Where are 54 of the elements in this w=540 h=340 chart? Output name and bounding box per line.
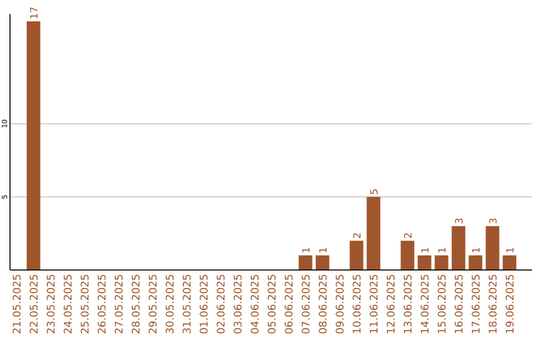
x-tick-label: 17.06.2025 bbox=[470, 274, 482, 334]
x-tick-label: 11.06.2025 bbox=[368, 274, 380, 334]
x-tick-label: 25.05.2025 bbox=[80, 274, 92, 334]
x-tick-label: 04.06.2025 bbox=[250, 274, 262, 334]
bar bbox=[418, 255, 432, 270]
bar bbox=[26, 21, 40, 270]
data-label: 2 bbox=[404, 232, 414, 239]
x-tick-label: 28.05.2025 bbox=[130, 274, 142, 334]
bar bbox=[502, 255, 516, 270]
data-label: 1 bbox=[302, 246, 312, 254]
bar bbox=[452, 226, 466, 270]
bar bbox=[366, 196, 380, 270]
data-label: 1 bbox=[420, 246, 432, 254]
x-tick-label: 29.05.2025 bbox=[148, 274, 160, 334]
bar bbox=[350, 240, 364, 270]
data-label: 5 bbox=[370, 188, 380, 195]
data-label: 3 bbox=[488, 218, 500, 224]
bar bbox=[298, 255, 312, 270]
x-tick-label: 15.06.2025 bbox=[436, 274, 448, 334]
data-label: 2 bbox=[352, 232, 364, 239]
x-tick-label: 16.06.2025 bbox=[454, 274, 466, 334]
x-tick-label: 10.06.2025 bbox=[352, 274, 364, 334]
x-tick-label: 03.06.2025 bbox=[232, 274, 244, 334]
bar bbox=[486, 226, 500, 270]
bar bbox=[434, 255, 448, 270]
x-tick-label: 30.05.2025 bbox=[164, 274, 176, 334]
data-label: 1 bbox=[472, 246, 482, 254]
x-tick-label: 09.06.2025 bbox=[334, 274, 346, 334]
x-tick-label: 21.05.2025 bbox=[12, 274, 24, 334]
x-tick-label: 02.06.2025 bbox=[216, 274, 228, 334]
x-tick-label: 14.06.2025 bbox=[420, 274, 432, 334]
bar bbox=[400, 240, 414, 270]
data-label: 3 bbox=[454, 218, 466, 224]
x-tick-label: 26.05.2025 bbox=[96, 274, 108, 334]
x-tick-label: 06.06.2025 bbox=[284, 274, 296, 334]
x-tick-label: 07.06.2025 bbox=[300, 274, 312, 334]
data-label: 1 bbox=[506, 246, 516, 254]
x-tick-label: 05.06.2025 bbox=[266, 274, 278, 334]
x-tick-label: 31.05.2025 bbox=[182, 274, 194, 334]
bar bbox=[468, 255, 482, 270]
x-tick-label: 18.06.2025 bbox=[488, 274, 500, 334]
bar bbox=[316, 255, 330, 270]
x-tick-label: 27.05.2025 bbox=[114, 274, 126, 334]
x-tick-label: 01.06.2025 bbox=[198, 274, 210, 334]
x-tick-label: 24.05.2025 bbox=[62, 274, 74, 334]
x-tick-label: 23.05.2025 bbox=[46, 274, 58, 334]
x-tick-label: 08.06.2025 bbox=[318, 274, 330, 334]
x-tick-label: 13.06.2025 bbox=[402, 274, 414, 334]
data-label: 1 bbox=[438, 246, 448, 254]
x-tick-label: 22.05.2025 bbox=[28, 274, 40, 334]
data-label: 1 bbox=[318, 246, 330, 254]
x-tick-label: 12.06.2025 bbox=[386, 274, 398, 334]
data-label: 17 bbox=[30, 6, 40, 20]
x-tick-label: 19.06.2025 bbox=[504, 274, 516, 334]
